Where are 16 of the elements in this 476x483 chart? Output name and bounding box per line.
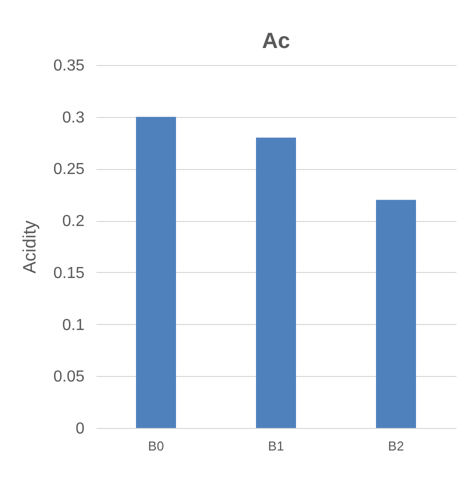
y-tick-label: 0.05	[53, 368, 85, 386]
y-axis-title: Acidity	[19, 220, 40, 274]
y-tick-label: 0.15	[53, 264, 85, 282]
y-tick-label: 0.35	[53, 58, 85, 74]
y-tick-label: 0	[76, 420, 85, 438]
x-tick-label: B1	[268, 438, 284, 454]
bar	[136, 116, 176, 428]
bar	[256, 138, 296, 428]
y-tick-label: 0.3	[62, 109, 85, 126]
y-tick-label: 0.1	[62, 316, 85, 334]
x-tick-label: B2	[388, 438, 404, 454]
y-tick-label: 0.2	[62, 213, 85, 230]
y-tick-label: 0.25	[53, 161, 85, 178]
chart-title: Ac	[262, 28, 290, 53]
x-tick-label: B0	[148, 438, 164, 454]
bar	[376, 200, 416, 428]
